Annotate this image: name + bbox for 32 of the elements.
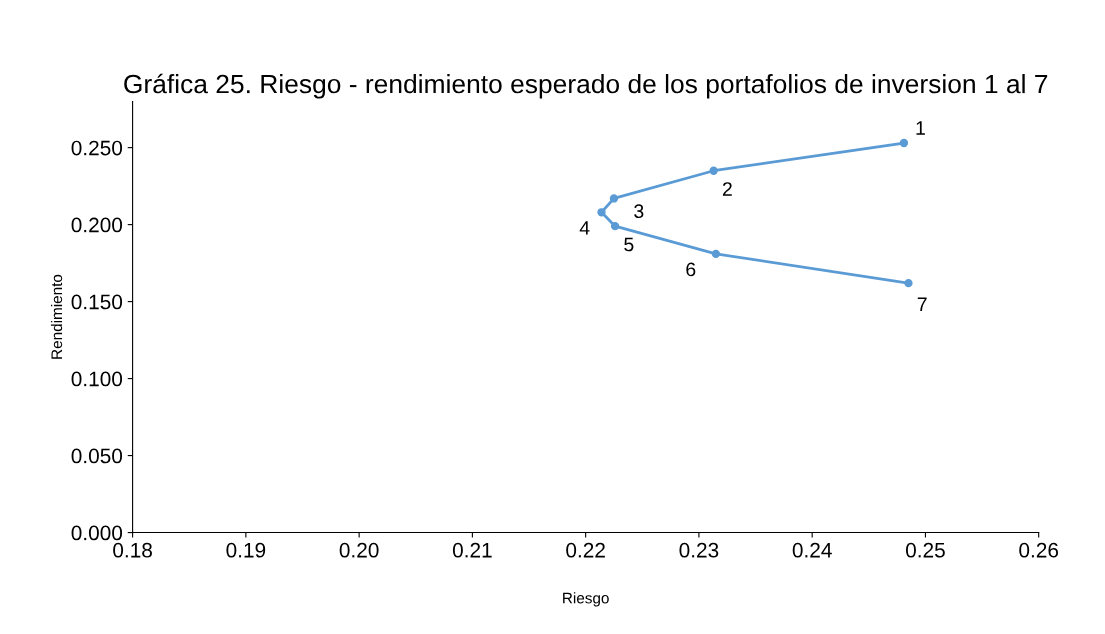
x-tick-label: 0.21 bbox=[452, 542, 492, 558]
x-tick-label: 0.25 bbox=[905, 542, 945, 558]
point bbox=[610, 221, 620, 231]
y-tick-label: 0.100 bbox=[71, 371, 123, 387]
annotation: 5 bbox=[624, 237, 634, 252]
annotation: 3 bbox=[634, 204, 644, 219]
x-tick-label: 0.23 bbox=[679, 542, 719, 558]
annotation: 6 bbox=[686, 262, 696, 277]
annotation: 2 bbox=[722, 182, 732, 196]
x-tick-label: 0.19 bbox=[226, 542, 266, 558]
point bbox=[609, 194, 619, 203]
y-tick-label: 0.050 bbox=[71, 448, 123, 464]
y-tick-label: 0.250 bbox=[71, 140, 123, 156]
x-tick-label: 0.18 bbox=[113, 542, 152, 558]
y-tick-label: 0.000 bbox=[71, 525, 123, 541]
x-tick-label: 0.24 bbox=[792, 542, 832, 558]
point bbox=[904, 278, 913, 288]
annotation: 7 bbox=[917, 297, 927, 311]
y-tick-label: 0.150 bbox=[71, 294, 123, 310]
x-tick-label: 0.20 bbox=[339, 542, 379, 558]
x-tick-label: 0.26 bbox=[1019, 542, 1059, 558]
chart-title: Gráfica 25. Riesgo - rendimiento esperado de los portafolios de inversion 1 al 7 bbox=[124, 73, 1048, 99]
annotation: 1 bbox=[916, 121, 925, 135]
point bbox=[597, 208, 606, 217]
point bbox=[711, 249, 721, 259]
x-tick-label: 0.22 bbox=[566, 542, 605, 558]
y-axis-title: Rendimiento bbox=[50, 274, 63, 359]
annotation: 4 bbox=[579, 221, 590, 235]
y-tick-label: 0.200 bbox=[71, 217, 123, 233]
x-axis-title: Riesgo bbox=[563, 592, 609, 607]
point bbox=[899, 138, 909, 148]
point bbox=[709, 166, 718, 175]
